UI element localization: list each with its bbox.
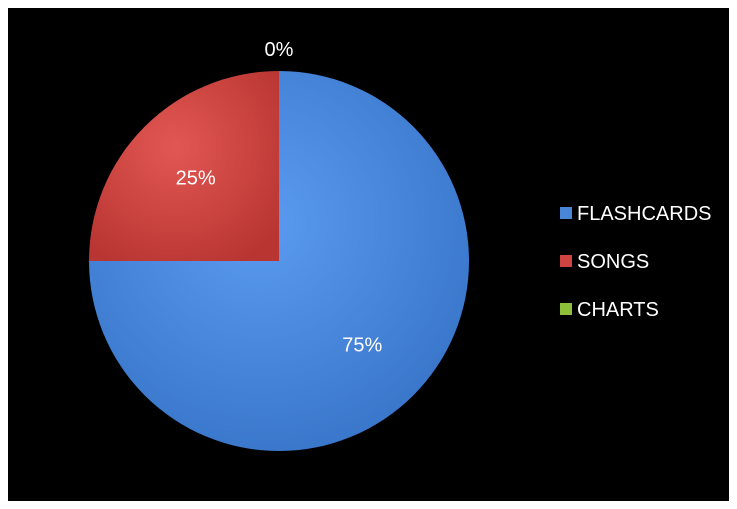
legend-marker-flashcards [560,207,572,219]
data-label-charts: 0% [265,39,294,61]
data-label-songs: 25% [176,168,216,190]
pie-slices [89,71,469,451]
data-label-flashcards: 75% [342,334,382,356]
legend-marker-songs [560,255,572,267]
legend: FLASHCARDS SONGS CHARTS [560,203,711,321]
legend-marker-charts [560,303,572,315]
data-labels: 75% 25% 0% [176,39,383,356]
pie-chart: 75% 25% 0% FLASHCARDS SONGS CHARTS [89,39,711,451]
legend-label-charts: CHARTS [577,299,659,321]
chart-frame: 75% 25% 0% FLASHCARDS SONGS CHARTS [8,8,729,501]
legend-label-songs: SONGS [577,251,649,273]
legend-label-flashcards: FLASHCARDS [577,203,711,225]
pie-slice-songs [89,71,279,261]
